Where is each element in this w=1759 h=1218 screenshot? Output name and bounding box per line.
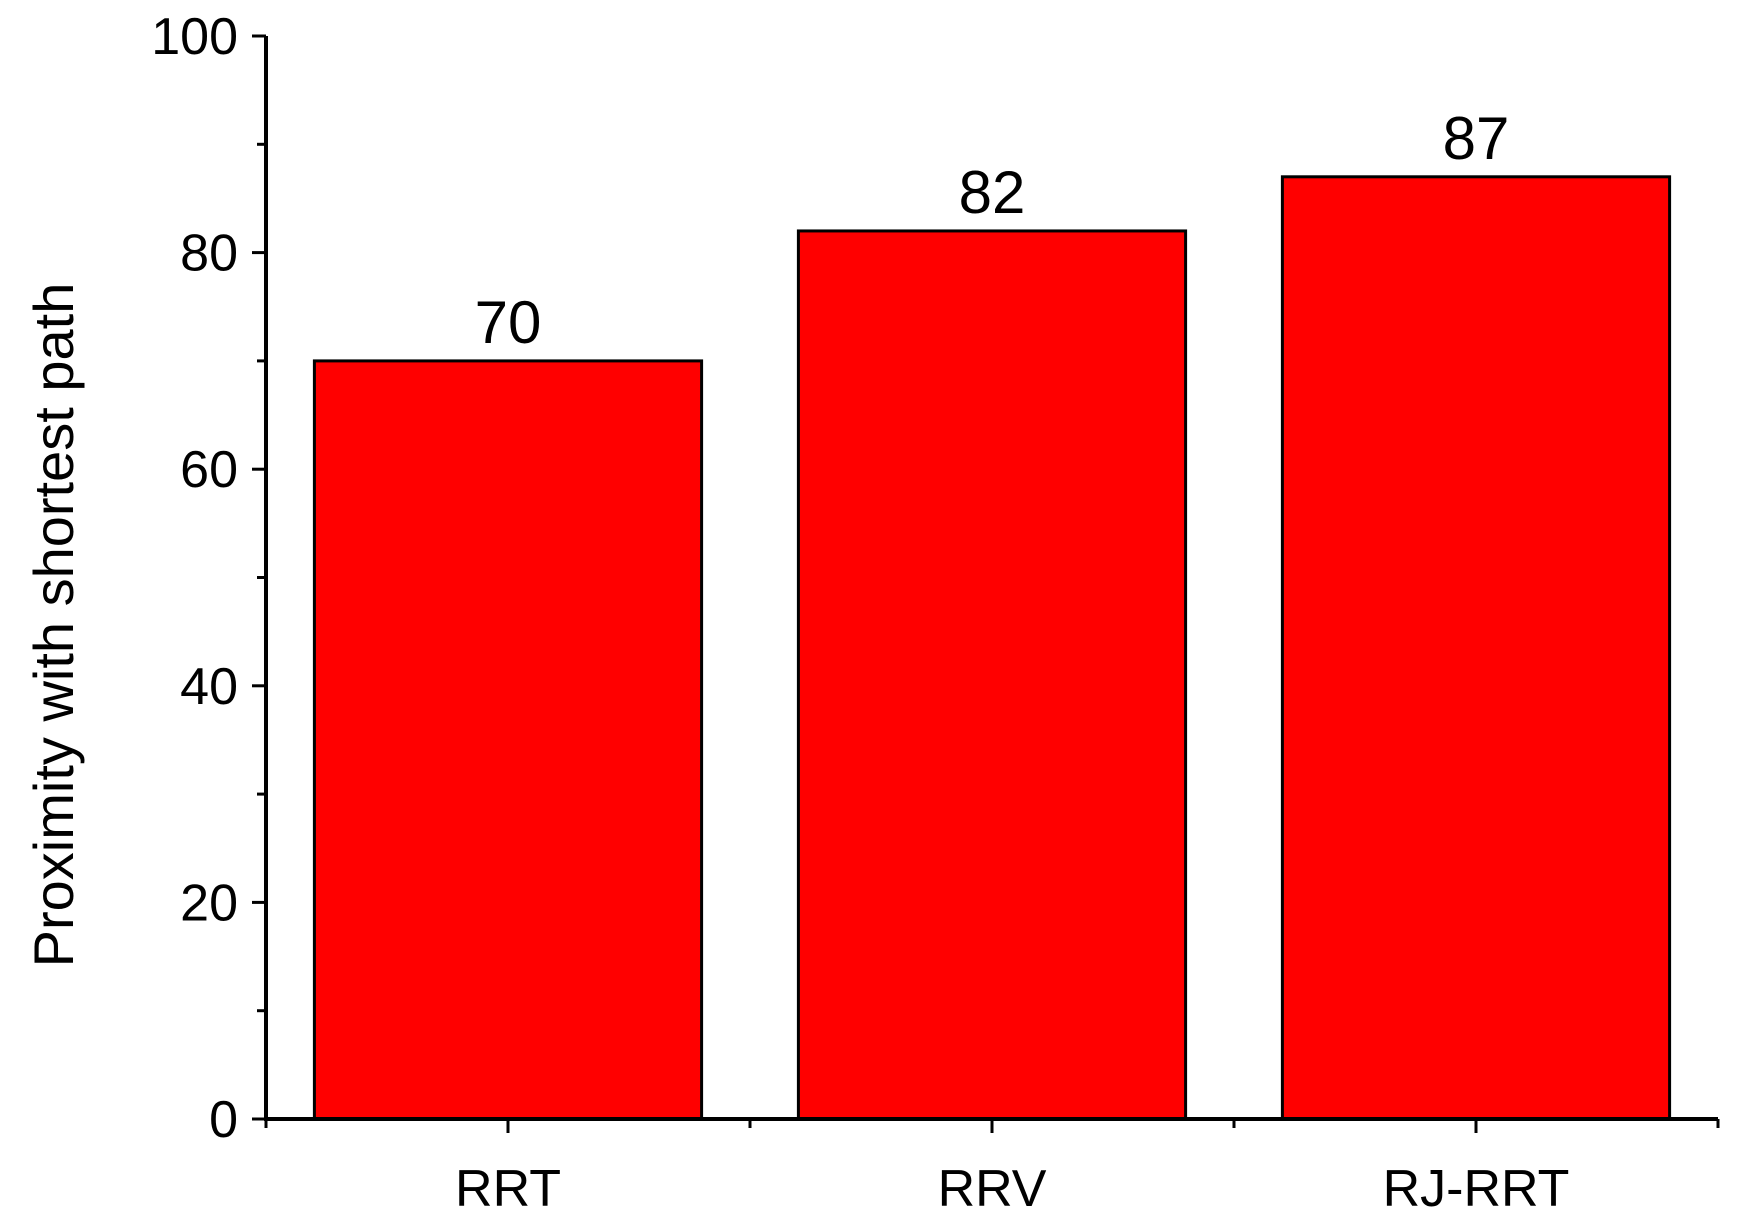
x-tick-label-rrt: RRT <box>455 1160 561 1218</box>
y-axis-title: Proximity with shortest path <box>22 283 85 968</box>
data-label-rj-rrt: 87 <box>1443 105 1510 172</box>
y-tick-label-0: 0 <box>209 1091 238 1149</box>
bar-rrt <box>312 359 704 1121</box>
y-tick-label-40: 40 <box>180 658 238 716</box>
bar-rrv <box>796 229 1188 1121</box>
x-tick-label-rrv: RRV <box>938 1160 1047 1218</box>
x-ticks-layer <box>264 1119 1720 1133</box>
y-tick-label-100: 100 <box>151 8 238 66</box>
labels-layer: 70 RRT 82 RRV 87 RJ-RRT 0 20 40 60 80 100 <box>151 8 1569 1218</box>
bars-layer <box>312 175 1672 1121</box>
data-label-rrt: 70 <box>475 289 542 356</box>
data-label-rrv: 82 <box>959 159 1026 226</box>
x-tick-label-rj-rrt: RJ-RRT <box>1383 1160 1570 1218</box>
y-tick-label-60: 60 <box>180 441 238 499</box>
y-tick-label-80: 80 <box>180 225 238 283</box>
y-ticks-layer <box>252 34 266 1121</box>
bar-rj-rrt <box>1280 175 1672 1121</box>
y-tick-label-20: 20 <box>180 874 238 932</box>
